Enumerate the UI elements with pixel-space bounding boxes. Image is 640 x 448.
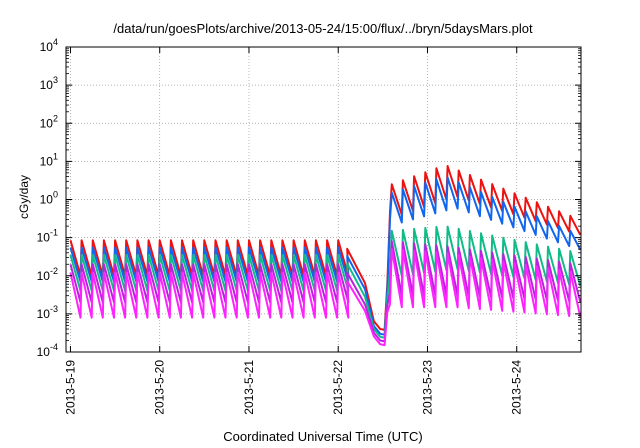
y-tick-label: 10-1: [37, 228, 58, 245]
x-tick-label: 2013-5-23: [420, 360, 434, 415]
y-tick-label: 103: [40, 75, 58, 92]
y-tick-label: 102: [40, 113, 58, 130]
x-tick-label: 2013-5-24: [510, 360, 524, 415]
y-tick-label: 10-3: [37, 304, 58, 321]
y-tick-label: 10-2: [37, 266, 58, 283]
x-tick-label: 2013-5-19: [63, 360, 77, 415]
y-tick-label: 104: [40, 37, 58, 54]
y-axis-label: cGy/day: [17, 175, 31, 219]
series-line: [69, 240, 582, 343]
series-line: [69, 248, 582, 347]
ticks: 10-4 10-3 10-2 10-1 100 101 102 103 104 2013-5-19…: [37, 37, 581, 415]
y-tick-label: 100: [40, 190, 58, 207]
x-tick-label: 2013-5-20: [153, 360, 167, 415]
chart-title: /data/run/goesPlots/archive/2013-05-24/1…: [113, 21, 533, 36]
x-tick-label: 2013-5-22: [331, 360, 345, 415]
y-tick-label: 10-4: [37, 342, 58, 359]
x-tick-label: 2013-5-21: [242, 360, 256, 415]
series-layer: [69, 165, 582, 347]
x-axis-label: Coordinated Universal Time (UTC): [223, 429, 422, 444]
y-tick-label: 101: [40, 151, 58, 168]
